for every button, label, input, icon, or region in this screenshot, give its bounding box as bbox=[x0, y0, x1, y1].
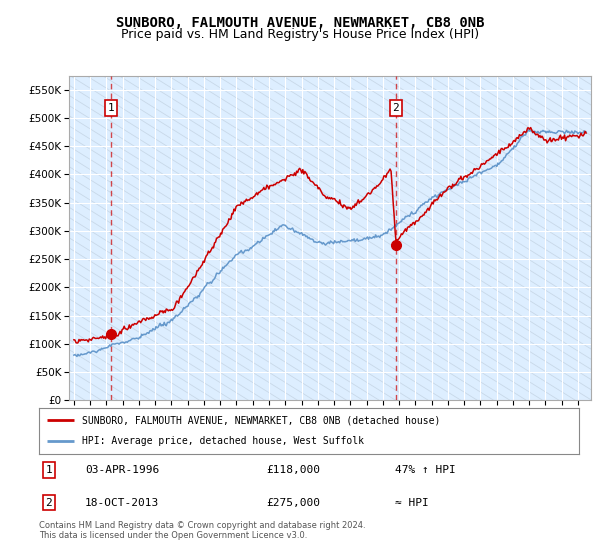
Text: 47% ↑ HPI: 47% ↑ HPI bbox=[395, 465, 456, 475]
HPI: Average price, detached house, West Suffolk: (2.01e+03, 2.79e+05): Average price, detached house, West Suff… bbox=[317, 239, 325, 246]
SUNBORO, FALMOUTH AVENUE, NEWMARKET, CB8 0NB (detached house) bbox=[583, 130, 590, 137]
HPI: Average price, detached house, West Suffolk: (1.99e+03, 8.02e+04): Average price, detached house, West Suff… bbox=[70, 352, 77, 358]
SUNBORO, FALMOUTH AVENUE, NEWMARKET, CB8 0NB (detached house) bbox=[527, 124, 534, 131]
SUNBORO, FALMOUTH AVENUE, NEWMARKET, CB8 0NB (detached house) bbox=[73, 340, 80, 347]
Text: SUNBORO, FALMOUTH AVENUE, NEWMARKET, CB8 0NB: SUNBORO, FALMOUTH AVENUE, NEWMARKET, CB8… bbox=[116, 16, 484, 30]
HPI: Average price, detached house, West Suffolk: (2.03e+03, 4.75e+05): Average price, detached house, West Suff… bbox=[583, 129, 590, 136]
HPI: Average price, detached house, West Suffolk: (2.02e+03, 4.76e+05): Average price, detached house, West Suff… bbox=[572, 128, 580, 135]
Line: SUNBORO, FALMOUTH AVENUE, NEWMARKET, CB8 0NB (detached house): SUNBORO, FALMOUTH AVENUE, NEWMARKET, CB8… bbox=[74, 128, 586, 343]
Text: Contains HM Land Registry data © Crown copyright and database right 2024.
This d: Contains HM Land Registry data © Crown c… bbox=[39, 521, 365, 540]
SUNBORO, FALMOUTH AVENUE, NEWMARKET, CB8 0NB (detached house) bbox=[317, 188, 325, 195]
Text: HPI: Average price, detached house, West Suffolk: HPI: Average price, detached house, West… bbox=[82, 436, 364, 446]
Text: 2: 2 bbox=[46, 498, 52, 507]
SUNBORO, FALMOUTH AVENUE, NEWMARKET, CB8 0NB (detached house) bbox=[314, 185, 322, 192]
SUNBORO, FALMOUTH AVENUE, NEWMARKET, CB8 0NB (detached house) bbox=[349, 205, 356, 212]
HPI: Average price, detached house, West Suffolk: (2.02e+03, 4.8e+05): Average price, detached house, West Suff… bbox=[525, 126, 532, 133]
Text: Price paid vs. HM Land Registry's House Price Index (HPI): Price paid vs. HM Land Registry's House … bbox=[121, 28, 479, 41]
HPI: Average price, detached house, West Suffolk: (1.99e+03, 7.79e+04): Average price, detached house, West Suff… bbox=[73, 353, 80, 360]
SUNBORO, FALMOUTH AVENUE, NEWMARKET, CB8 0NB (detached house) bbox=[572, 133, 580, 139]
SUNBORO, FALMOUTH AVENUE, NEWMARKET, CB8 0NB (detached house) bbox=[491, 152, 499, 158]
HPI: Average price, detached house, West Suffolk: (2.01e+03, 2.89e+05): Average price, detached house, West Suff… bbox=[376, 234, 383, 241]
Text: SUNBORO, FALMOUTH AVENUE, NEWMARKET, CB8 0NB (detached house): SUNBORO, FALMOUTH AVENUE, NEWMARKET, CB8… bbox=[82, 415, 440, 425]
HPI: Average price, detached house, West Suffolk: (2.01e+03, 2.85e+05): Average price, detached house, West Suff… bbox=[349, 236, 356, 243]
Text: 03-APR-1996: 03-APR-1996 bbox=[85, 465, 159, 475]
SUNBORO, FALMOUTH AVENUE, NEWMARKET, CB8 0NB (detached house) bbox=[376, 180, 383, 187]
SUNBORO, FALMOUTH AVENUE, NEWMARKET, CB8 0NB (detached house) bbox=[70, 337, 77, 343]
Text: £275,000: £275,000 bbox=[266, 498, 320, 507]
Text: £118,000: £118,000 bbox=[266, 465, 320, 475]
Text: 18-OCT-2013: 18-OCT-2013 bbox=[85, 498, 159, 507]
Text: ≈ HPI: ≈ HPI bbox=[395, 498, 429, 507]
HPI: Average price, detached house, West Suffolk: (2.02e+03, 4.16e+05): Average price, detached house, West Suff… bbox=[491, 162, 499, 169]
Text: 1: 1 bbox=[107, 103, 114, 113]
HPI: Average price, detached house, West Suffolk: (2.01e+03, 2.8e+05): Average price, detached house, West Suff… bbox=[314, 239, 322, 245]
Text: 2: 2 bbox=[392, 103, 399, 113]
Text: 1: 1 bbox=[46, 465, 52, 475]
Line: HPI: Average price, detached house, West Suffolk: HPI: Average price, detached house, West… bbox=[74, 129, 586, 356]
